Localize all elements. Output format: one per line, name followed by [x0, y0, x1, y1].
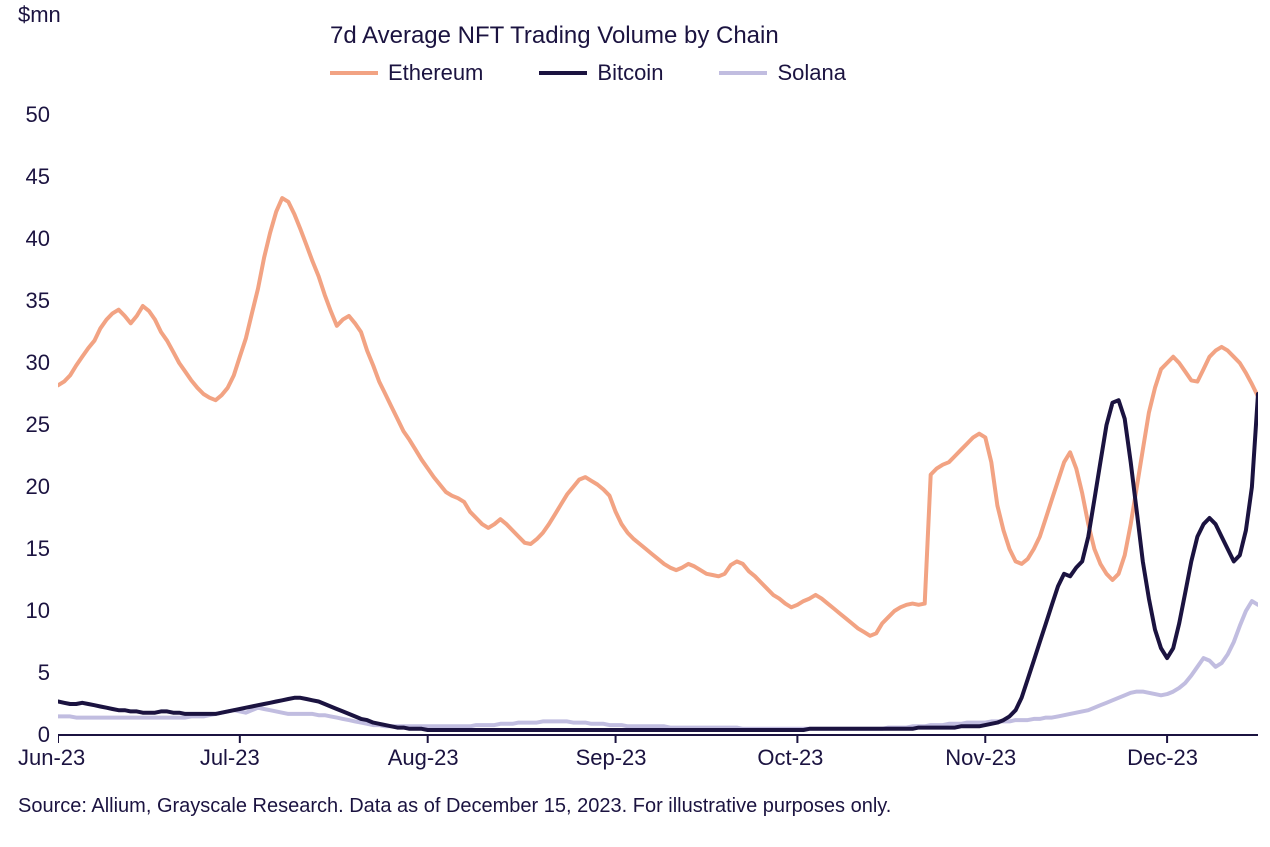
legend-label: Solana [777, 60, 846, 86]
legend-swatch [330, 71, 378, 75]
y-tick-label: 20 [26, 474, 50, 500]
y-tick-label: 35 [26, 288, 50, 314]
y-tick-label: 10 [26, 598, 50, 624]
series-ethereum [58, 198, 1258, 636]
legend-swatch [719, 71, 767, 75]
legend-item: Bitcoin [539, 60, 663, 86]
x-tick-label: Jun-23 [18, 745, 85, 771]
y-tick-label: 50 [26, 102, 50, 128]
y-axis-unit: $mn [18, 2, 61, 28]
legend: Ethereum Bitcoin Solana [330, 60, 846, 86]
chart-title: 7d Average NFT Trading Volume by Chain [330, 22, 779, 50]
legend-item: Solana [719, 60, 846, 86]
legend-item: Ethereum [330, 60, 483, 86]
y-tick-label: 30 [26, 350, 50, 376]
legend-swatch [539, 71, 587, 75]
x-tick-label: Jul-23 [200, 745, 260, 771]
y-tick-label: 25 [26, 412, 50, 438]
series-bitcoin [58, 394, 1258, 730]
chart-container: $mn 7d Average NFT Trading Volume by Cha… [0, 0, 1270, 847]
x-tick-label: Nov-23 [945, 745, 1016, 771]
legend-label: Ethereum [388, 60, 483, 86]
legend-label: Bitcoin [597, 60, 663, 86]
source-note: Source: Allium, Grayscale Research. Data… [18, 795, 891, 818]
x-tick-label: Aug-23 [388, 745, 459, 771]
x-tick-label: Oct-23 [757, 745, 823, 771]
y-tick-label: 45 [26, 164, 50, 190]
y-tick-label: 15 [26, 536, 50, 562]
y-tick-label: 40 [26, 226, 50, 252]
y-tick-label: 5 [38, 660, 50, 686]
x-tick-label: Sep-23 [576, 745, 647, 771]
plot-area [58, 115, 1258, 785]
x-tick-label: Dec-23 [1127, 745, 1198, 771]
